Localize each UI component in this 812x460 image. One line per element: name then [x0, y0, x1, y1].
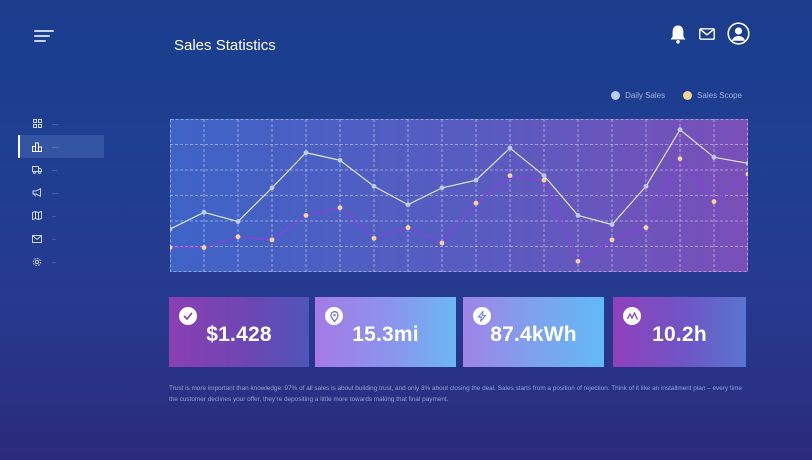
- daily-sales-point[interactable]: [473, 177, 479, 183]
- daily-sales-point[interactable]: [711, 154, 717, 160]
- activity-wave-icon: [623, 307, 641, 325]
- sales-scope-point[interactable]: [473, 200, 479, 206]
- sidebar-item-label: -----: [52, 144, 59, 149]
- sidebar-item-label: ---: [52, 259, 56, 264]
- sales-scope-point[interactable]: [609, 237, 615, 243]
- sales-line-chart: [170, 119, 748, 272]
- stat-value: $1.428: [206, 323, 272, 346]
- bell-icon[interactable]: [669, 24, 687, 44]
- legend-sales-scope[interactable]: Sales Scope: [683, 91, 742, 100]
- sales-scope-point[interactable]: [643, 225, 649, 231]
- daily-sales-point[interactable]: [337, 157, 343, 163]
- sidebar-item-label: -----: [52, 190, 59, 195]
- sales-scope-point[interactable]: [439, 240, 445, 246]
- sales-scope-point[interactable]: [575, 258, 581, 264]
- sidebar-item-delivery[interactable]: ----: [18, 158, 104, 181]
- chart-svg: [170, 119, 748, 272]
- sales-scope-point[interactable]: [711, 199, 717, 205]
- sales-scope-point[interactable]: [337, 205, 343, 211]
- page-title: Sales Statistics: [174, 37, 276, 54]
- daily-sales-swatch: [611, 91, 621, 100]
- truck-icon: [32, 165, 42, 175]
- sidebar-nav: ----- ----- ---- ----- --- --- ---: [18, 112, 104, 273]
- daily-sales-point[interactable]: [371, 183, 377, 189]
- sidebar-item-settings[interactable]: ---: [18, 250, 104, 273]
- sales-scope-point[interactable]: [170, 245, 173, 250]
- sales-scope-point[interactable]: [269, 237, 275, 243]
- stat-card-distance[interactable]: 15.3mi: [315, 297, 456, 367]
- daily-sales-point[interactable]: [405, 202, 411, 208]
- daily-sales-point[interactable]: [201, 209, 207, 215]
- settings-gear-icon: [32, 257, 42, 267]
- user-avatar-icon[interactable]: [727, 22, 750, 45]
- mail-icon[interactable]: [699, 27, 715, 40]
- stat-card-time[interactable]: 10.2h: [613, 297, 746, 367]
- stat-cards: $1.428 15.3mi 87.4kWh 10.2h: [169, 297, 747, 367]
- daily-sales-point[interactable]: [575, 212, 581, 218]
- sidebar-item-marketing[interactable]: -----: [18, 181, 104, 204]
- stat-value: 10.2h: [652, 323, 707, 346]
- daily-sales-point[interactable]: [439, 185, 445, 191]
- sidebar-item-label: ---: [52, 213, 56, 218]
- location-pin-icon: [325, 307, 343, 325]
- stat-card-energy[interactable]: 87.4kWh: [463, 297, 604, 367]
- header-actions: [669, 22, 750, 45]
- sidebar-item-map[interactable]: ---: [18, 204, 104, 227]
- sales-scope-point[interactable]: [677, 156, 683, 162]
- map-icon: [32, 211, 42, 221]
- sales-scope-point[interactable]: [303, 212, 309, 218]
- daily-sales-line: [170, 128, 748, 230]
- sales-scope-line: [170, 157, 748, 263]
- hamburger-menu-icon[interactable]: [34, 30, 54, 42]
- legend-label: Sales Scope: [697, 91, 742, 100]
- megaphone-icon: [32, 188, 42, 198]
- buildings-icon: [32, 142, 42, 152]
- daily-sales-point[interactable]: [643, 183, 649, 189]
- sidebar-item-messages[interactable]: ---: [18, 227, 104, 250]
- sales-scope-swatch: [683, 91, 693, 100]
- sales-scope-point[interactable]: [541, 177, 547, 183]
- daily-sales-point[interactable]: [677, 127, 683, 133]
- sidebar-item-buildings[interactable]: -----: [18, 135, 104, 158]
- dashboard-grid-icon: [32, 119, 42, 129]
- sidebar-item-dashboard[interactable]: -----: [18, 112, 104, 135]
- chart-legend: Daily Sales Sales Scope: [611, 91, 742, 100]
- daily-sales-point[interactable]: [170, 226, 173, 232]
- sidebar-item-label: ----: [52, 167, 58, 172]
- daily-sales-point[interactable]: [269, 185, 275, 191]
- footer-quote: Trust is more important than knowledge: …: [169, 385, 742, 403]
- daily-sales-point[interactable]: [235, 219, 241, 224]
- legend-daily-sales[interactable]: Daily Sales: [611, 91, 665, 100]
- energy-bolt-icon: [473, 307, 491, 325]
- daily-sales-point[interactable]: [745, 160, 748, 166]
- chart-border: [170, 119, 748, 272]
- stat-card-revenue[interactable]: $1.428: [169, 297, 309, 367]
- sales-scope-point[interactable]: [507, 173, 513, 179]
- stat-value: 87.4kWh: [490, 323, 577, 346]
- sidebar-item-label: ---: [52, 236, 56, 241]
- sales-scope-point[interactable]: [745, 171, 748, 177]
- daily-sales-point[interactable]: [541, 173, 547, 179]
- check-icon: [179, 307, 197, 325]
- daily-sales-point[interactable]: [507, 145, 513, 151]
- mail-icon: [32, 234, 42, 244]
- sales-scope-point[interactable]: [201, 245, 207, 250]
- sales-scope-point[interactable]: [371, 235, 377, 241]
- daily-sales-point[interactable]: [303, 150, 309, 156]
- sidebar-item-label: -----: [52, 121, 59, 126]
- legend-label: Daily Sales: [625, 91, 666, 100]
- sales-scope-point[interactable]: [235, 234, 241, 240]
- stat-value: 15.3mi: [352, 323, 419, 346]
- daily-sales-point[interactable]: [609, 222, 615, 227]
- sales-scope-point[interactable]: [405, 225, 411, 231]
